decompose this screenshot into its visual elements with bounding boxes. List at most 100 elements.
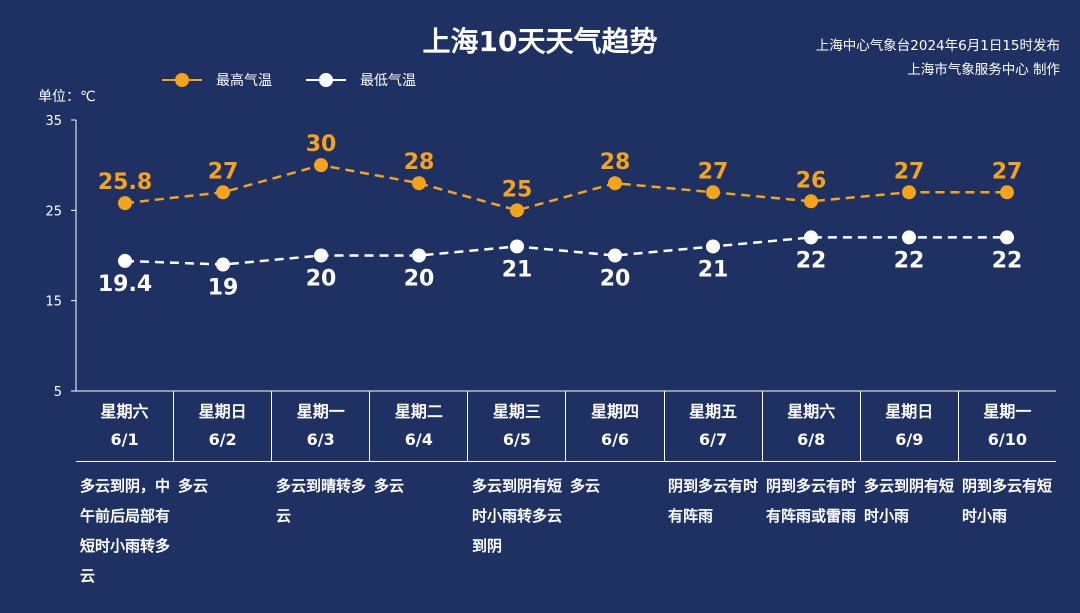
day-weekday: 星期日 [198, 402, 247, 421]
legend-high-label: 最高气温 [216, 73, 272, 89]
low-temp-point [314, 248, 328, 263]
day-date: 6/10 [987, 430, 1028, 449]
day-weekday: 星期一 [983, 402, 1032, 421]
unit-label: 单位：℃ [38, 89, 96, 105]
high-temp-point [314, 158, 328, 173]
high-temp-point [608, 176, 622, 191]
low-temp-point [804, 230, 818, 245]
day-header: 星期一 6/3 [272, 391, 371, 461]
low-temp-label: 19 [208, 276, 239, 301]
high-temp-label: 27 [992, 159, 1023, 184]
high-temp-point [216, 185, 230, 200]
low-temp-point [118, 253, 132, 268]
day-weekday: 星期二 [394, 402, 443, 421]
high-temp-label: 27 [698, 159, 729, 184]
day-weather: 阴到多云有时有阵雨 [668, 477, 759, 525]
y-tick-label: 35 [45, 114, 62, 129]
high-temp-label: 28 [600, 150, 631, 175]
high-temp-point [1000, 185, 1014, 200]
high-temp-label: 28 [404, 150, 435, 175]
low-temp-label: 19.4 [98, 272, 152, 297]
day-header: 星期三 6/5 [468, 391, 567, 461]
low-temp-line [124, 236, 1007, 266]
day-date: 6/2 [208, 430, 237, 449]
day-weekday: 星期五 [689, 402, 738, 421]
day-header: 星期五 6/7 [665, 391, 763, 461]
low-temp-point [1000, 230, 1014, 245]
legend-item-low: 最低气温 [306, 70, 416, 90]
low-temp-point [216, 257, 230, 272]
day-weather: 多云 [570, 477, 601, 495]
day-weekday: 星期六 [100, 402, 149, 421]
day-weekday: 星期日 [885, 402, 934, 421]
day-header: 星期日 6/2 [174, 391, 273, 461]
day-weather: 多云到阴有短时小雨 [864, 477, 955, 525]
day-header: 星期日 6/9 [861, 391, 959, 461]
days-row: 星期六 6/1 星期日 6/2 星期一 6/3 星期二 6/4 星期三 6/5 星期四 6/6 星期五 6… [76, 391, 1056, 462]
day-date: 6/7 [699, 430, 728, 449]
day-weekday: 星期三 [492, 402, 541, 421]
legend-low-label: 最低气温 [360, 73, 416, 89]
high-temp-label: 30 [306, 132, 337, 157]
day-weather: 多云 [374, 477, 405, 495]
legend-low-marker [306, 73, 346, 87]
day-weekday: 星期四 [591, 402, 640, 421]
low-temp-label: 22 [992, 248, 1023, 273]
high-temp-point [118, 196, 132, 211]
source-line-1: 上海中心气象台2024年6月1日15时发布 [815, 38, 1060, 54]
high-temp-point [902, 185, 916, 200]
low-temp-point [412, 248, 426, 263]
day-date: 6/6 [600, 430, 630, 449]
day-header: 星期二 6/4 [370, 391, 469, 461]
low-temp-label: 22 [796, 248, 827, 273]
day-weather: 多云 [178, 477, 209, 495]
high-temp-point [412, 176, 426, 191]
day-date: 6/5 [502, 430, 531, 449]
high-temp-label: 26 [796, 168, 827, 193]
day-header: 星期六 6/1 [76, 391, 175, 461]
low-temp-label: 20 [306, 267, 337, 292]
high-temp-label: 27 [894, 159, 925, 184]
low-temp-point [510, 239, 524, 254]
high-temp-point [510, 203, 524, 218]
low-temp-point [902, 230, 916, 245]
source-info: 上海中心气象台2024年6月1日15时发布 上海市气象服务中心 制作 [816, 34, 1060, 82]
low-temp-label: 20 [600, 267, 631, 292]
legend-high-marker [162, 73, 202, 87]
high-temp-label: 25 [502, 177, 533, 202]
chart-title: 上海10天天气趋势 [422, 25, 658, 58]
day-date: 6/1 [110, 430, 139, 449]
high-temp-label: 27 [208, 159, 239, 184]
low-temp-point [608, 248, 622, 263]
high-temp-point [706, 185, 720, 200]
low-temp-label: 20 [404, 267, 435, 292]
day-weather: 阴到多云有时有阵雨或雷雨 [766, 477, 857, 525]
legend: 最高气温 最低气温 [162, 70, 450, 90]
forecast-table: 星期六 6/1 星期日 6/2 星期一 6/3 星期二 6/4 星期三 6/5 星期四 6/6 星期五 6… [76, 391, 1056, 591]
temperature-chart: 35 25 15 5 19.4 19 20 20 21 20 21 22 22 22 25.8 27 30 28 2… [45, 114, 1056, 400]
day-header: 星期六 6/8 [763, 391, 861, 461]
day-weekday: 星期一 [296, 402, 345, 421]
day-date: 6/9 [895, 430, 924, 449]
day-header: 星期一 6/10 [959, 391, 1056, 461]
source-line-2: 上海市气象服务中心 制作 [907, 62, 1060, 78]
day-date: 6/4 [404, 430, 433, 449]
day-date: 6/8 [797, 430, 826, 449]
day-weather: 多云到晴转多云 [276, 477, 367, 525]
low-temp-label: 21 [698, 257, 729, 282]
y-tick-label: 15 [45, 295, 62, 310]
y-tick-label: 5 [54, 385, 62, 400]
y-tick-label: 25 [45, 204, 62, 219]
weather-row: 多云到阴，中午前后局部有短时小雨转多云 多云 多云到晴转多云 多云 多云到阴有短时小雨转… [76, 462, 1056, 591]
low-temp-point [706, 239, 720, 254]
day-weather: 多云到阴，中午前后局部有短时小雨转多云 [80, 477, 171, 585]
day-weekday: 星期六 [787, 402, 836, 421]
legend-item-high: 最高气温 [162, 70, 272, 90]
day-date: 6/3 [306, 430, 335, 449]
high-temp-label: 25.8 [98, 170, 152, 195]
day-header: 星期四 6/6 [566, 391, 665, 461]
high-temp-point [804, 194, 818, 209]
high-temp-line [124, 163, 1007, 212]
low-temp-label: 22 [894, 248, 925, 273]
day-weather: 多云到阴有短时小雨转多云到阴 [472, 477, 563, 555]
